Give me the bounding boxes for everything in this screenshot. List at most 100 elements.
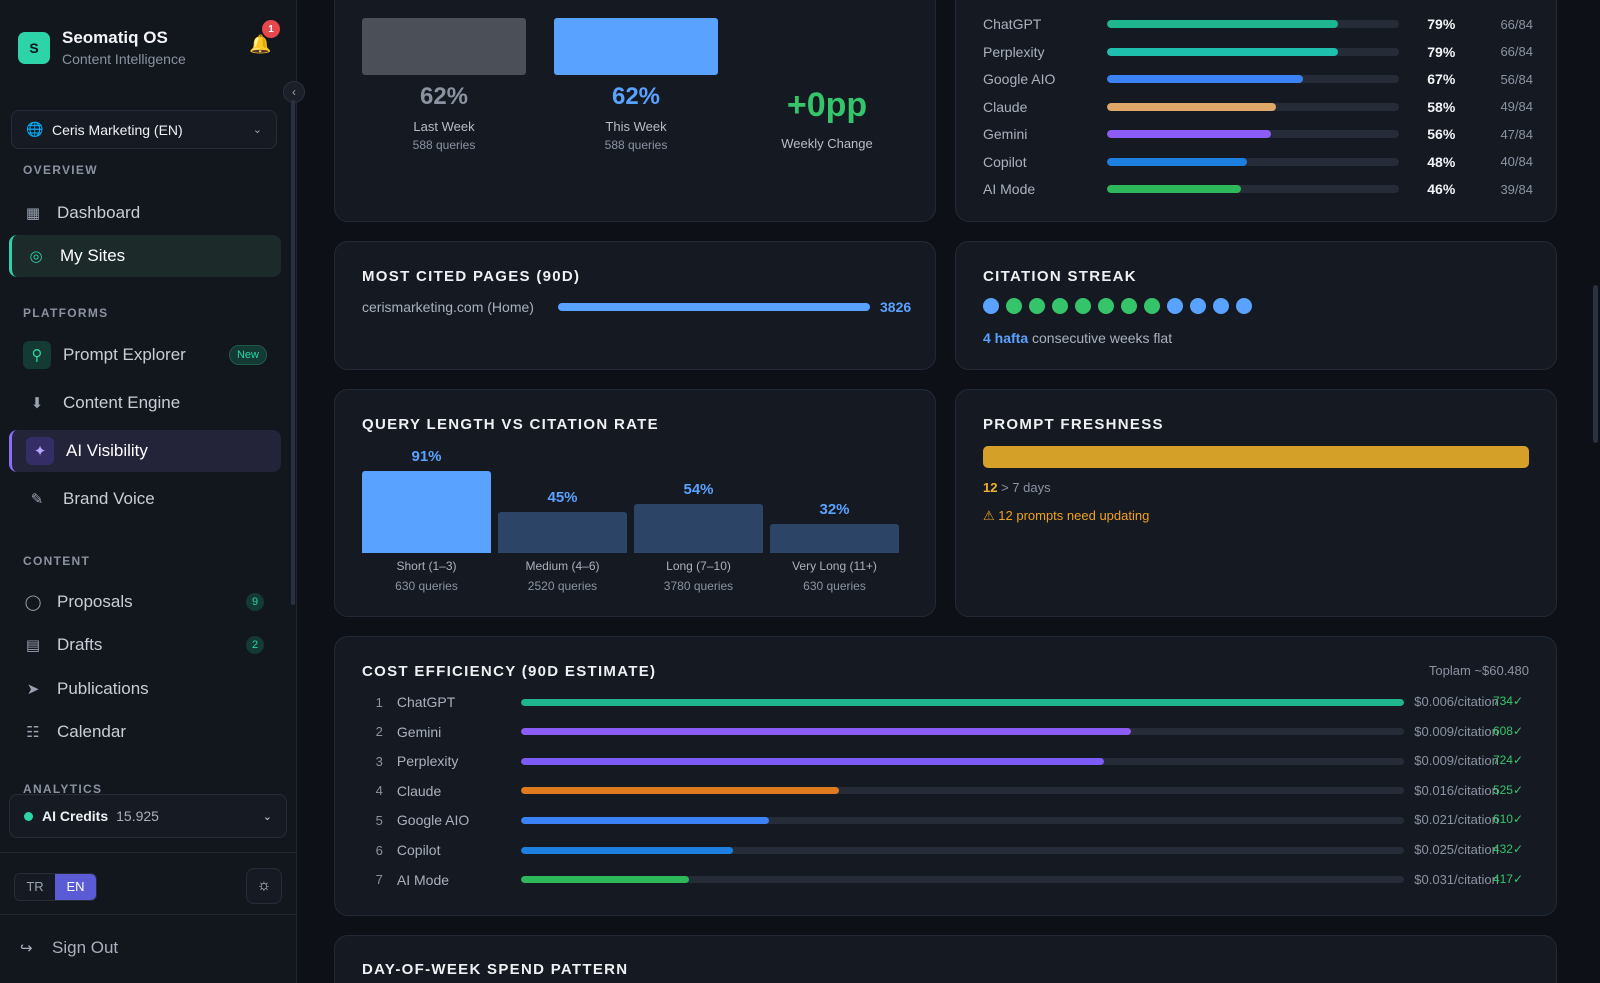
divider <box>0 914 297 915</box>
platform-bar-fill <box>1106 20 1338 28</box>
platform-fraction: 56/84 <box>1500 71 1533 87</box>
platform-row[interactable]: Claude 58% 49/84 <box>983 97 1533 117</box>
freshness-warning: ⚠ 12 prompts need updating <box>983 508 1150 523</box>
query-length-bar[interactable] <box>634 504 763 553</box>
streak-dot <box>1236 298 1252 314</box>
divider <box>0 852 297 853</box>
platform-row[interactable]: Copilot 48% 40/84 <box>983 152 1533 172</box>
streak-dot <box>1052 298 1068 314</box>
platform-bar-fill <box>1106 102 1277 111</box>
cost-platform-name: Google AIO <box>396 812 470 829</box>
brand-logo: S <box>18 31 50 64</box>
prompt-freshness-card: PROMPT FRESHNESS 12 > 7 days ⚠ 12 prompt… <box>955 389 1557 617</box>
query-length-bar[interactable] <box>362 471 491 553</box>
cost-bar-fill <box>521 846 734 854</box>
platform-row[interactable]: ChatGPT 79% 66/84 <box>983 14 1533 34</box>
cost-bar-fill <box>521 787 840 795</box>
cost-row[interactable]: 3 Perplexity $0.009/citation 724✓ <box>373 751 1523 771</box>
streak-dot <box>1144 298 1160 314</box>
cost-row[interactable]: 4 Claude $0.016/citation 525✓ <box>373 781 1523 801</box>
streak-text: consecutive weeks flat <box>1032 330 1173 346</box>
main-scrollbar[interactable] <box>1593 285 1598 443</box>
globe-icon: 🌐 <box>26 121 44 137</box>
nav-my-sites[interactable]: ◎ My Sites <box>9 235 281 277</box>
cost-row[interactable]: 5 Google AIO $0.021/citation 610✓ <box>373 810 1523 830</box>
nav-ai-visibility[interactable]: ✦ AI Visibility <box>9 430 281 472</box>
streak-dot <box>1098 298 1114 314</box>
search-sparkle-icon: ⚲ <box>23 341 51 369</box>
theme-toggle-button[interactable]: ☼ <box>246 868 282 904</box>
bell-icon[interactable]: 🔔 <box>249 34 272 54</box>
cost-value: $0.016/citation 525✓ <box>1414 781 1523 801</box>
nav-proposals[interactable]: ◯ Proposals 9 <box>9 581 281 623</box>
cost-bar-track <box>521 846 1405 854</box>
drafts-count-badge: 2 <box>246 636 264 654</box>
query-length-bar[interactable] <box>498 512 627 553</box>
nav-brand-voice-label: Brand Voice <box>63 489 155 508</box>
cost-bar-track <box>521 816 1405 824</box>
document-icon: ▤ <box>25 637 41 654</box>
site-selector[interactable]: 🌐 Ceris Marketing (EN) ⌄ <box>11 110 277 149</box>
cost-value: $0.009/citation 608✓ <box>1414 722 1523 742</box>
cost-bar-track <box>521 728 1405 736</box>
nav-dashboard[interactable]: ▦ Dashboard <box>9 192 281 234</box>
cost-bar-track <box>521 876 1405 884</box>
platform-bar-fill <box>1106 185 1242 193</box>
most-cited-title: MOST CITED PAGES (90D) <box>362 268 581 285</box>
language-tr-button[interactable]: TR <box>15 874 55 900</box>
citation-count: 608✓ <box>1492 723 1524 738</box>
platform-bar-track <box>1106 47 1400 56</box>
most-cited-pages-card: MOST CITED PAGES (90D) cerismarketing.co… <box>334 241 936 370</box>
ai-credits-selector[interactable]: AI Credits 15.925 ⌄ <box>9 794 287 838</box>
platform-bar-fill <box>1106 75 1303 83</box>
cost-per-citation: $0.009/citation <box>1414 753 1499 769</box>
cited-page-name: cerismarketing.com (Home) <box>362 299 534 315</box>
nav-content-engine[interactable]: ⬇ Content Engine <box>9 382 281 424</box>
cost-row[interactable]: 1 ChatGPT $0.006/citation 734✓ <box>373 692 1523 712</box>
query-length-queries: 3780 queries <box>663 579 734 593</box>
platform-bar-fill <box>1106 157 1248 166</box>
sidebar-scrollbar[interactable] <box>291 100 295 605</box>
streak-dot <box>1167 298 1183 314</box>
platform-row[interactable]: Gemini 56% 47/84 <box>983 124 1533 144</box>
brand[interactable]: S Seomatiq OS Content Intelligence <box>18 28 186 67</box>
nav-prompt-explorer[interactable]: ⚲ Prompt Explorer New <box>9 334 281 376</box>
cost-efficiency-title: COST EFFICIENCY (90D ESTIMATE) <box>362 663 657 680</box>
cost-row[interactable]: 6 Copilot $0.025/citation 432✓ <box>373 840 1523 860</box>
last-week-label: Last Week <box>413 119 475 134</box>
nav-brand-voice[interactable]: ✎ Brand Voice <box>9 478 281 520</box>
platform-row[interactable]: AI Mode 46% 39/84 <box>983 179 1533 199</box>
cost-row[interactable]: 7 AI Mode $0.031/citation 417✓ <box>373 870 1523 890</box>
cost-per-citation: $0.006/citation <box>1414 694 1499 709</box>
query-length-percent: 91% <box>411 448 442 465</box>
cost-platform-name: ChatGPT <box>396 694 456 710</box>
nav-drafts[interactable]: ▤ Drafts 2 <box>9 624 281 666</box>
platform-percent: 79% <box>1427 16 1456 32</box>
platform-percent: 79% <box>1427 43 1456 60</box>
cost-efficiency-card: COST EFFICIENCY (90D ESTIMATE) Toplam ~$… <box>334 636 1557 916</box>
last-week-queries: 588 queries <box>412 138 476 152</box>
citation-count: 610✓ <box>1492 812 1524 827</box>
cited-page-row[interactable]: cerismarketing.com (Home) 3826 <box>362 299 912 315</box>
query-length-bar[interactable] <box>770 524 899 553</box>
nav-calendar[interactable]: ☷ Calendar <box>9 711 281 753</box>
stale-text: > 7 days <box>1001 480 1051 495</box>
nav-publications[interactable]: ➤ Publications <box>9 668 281 710</box>
pen-icon: ✎ <box>30 491 44 508</box>
streak-highlight: 4 hafta <box>983 330 1029 346</box>
cost-bar-fill <box>521 816 769 824</box>
cost-row[interactable]: 2 Gemini $0.009/citation 608✓ <box>373 722 1523 742</box>
platform-row[interactable]: Google AIO 67% 56/84 <box>983 69 1533 89</box>
platform-row[interactable]: Perplexity 79% 66/84 <box>983 42 1533 62</box>
query-length-label: Medium (4–6) <box>525 559 600 573</box>
language-en-button[interactable]: EN <box>55 874 96 900</box>
platform-bar-track <box>1106 102 1400 111</box>
platform-bar-track <box>1106 157 1400 166</box>
nav-publications-label: Publications <box>57 679 149 698</box>
sign-out-button[interactable]: ↪ Sign Out <box>20 938 118 958</box>
cost-value: $0.021/citation 610✓ <box>1414 810 1523 830</box>
cost-rank: 7 <box>375 872 383 888</box>
cost-platform-name: Perplexity <box>396 753 459 770</box>
nav-proposals-label: Proposals <box>57 592 133 611</box>
